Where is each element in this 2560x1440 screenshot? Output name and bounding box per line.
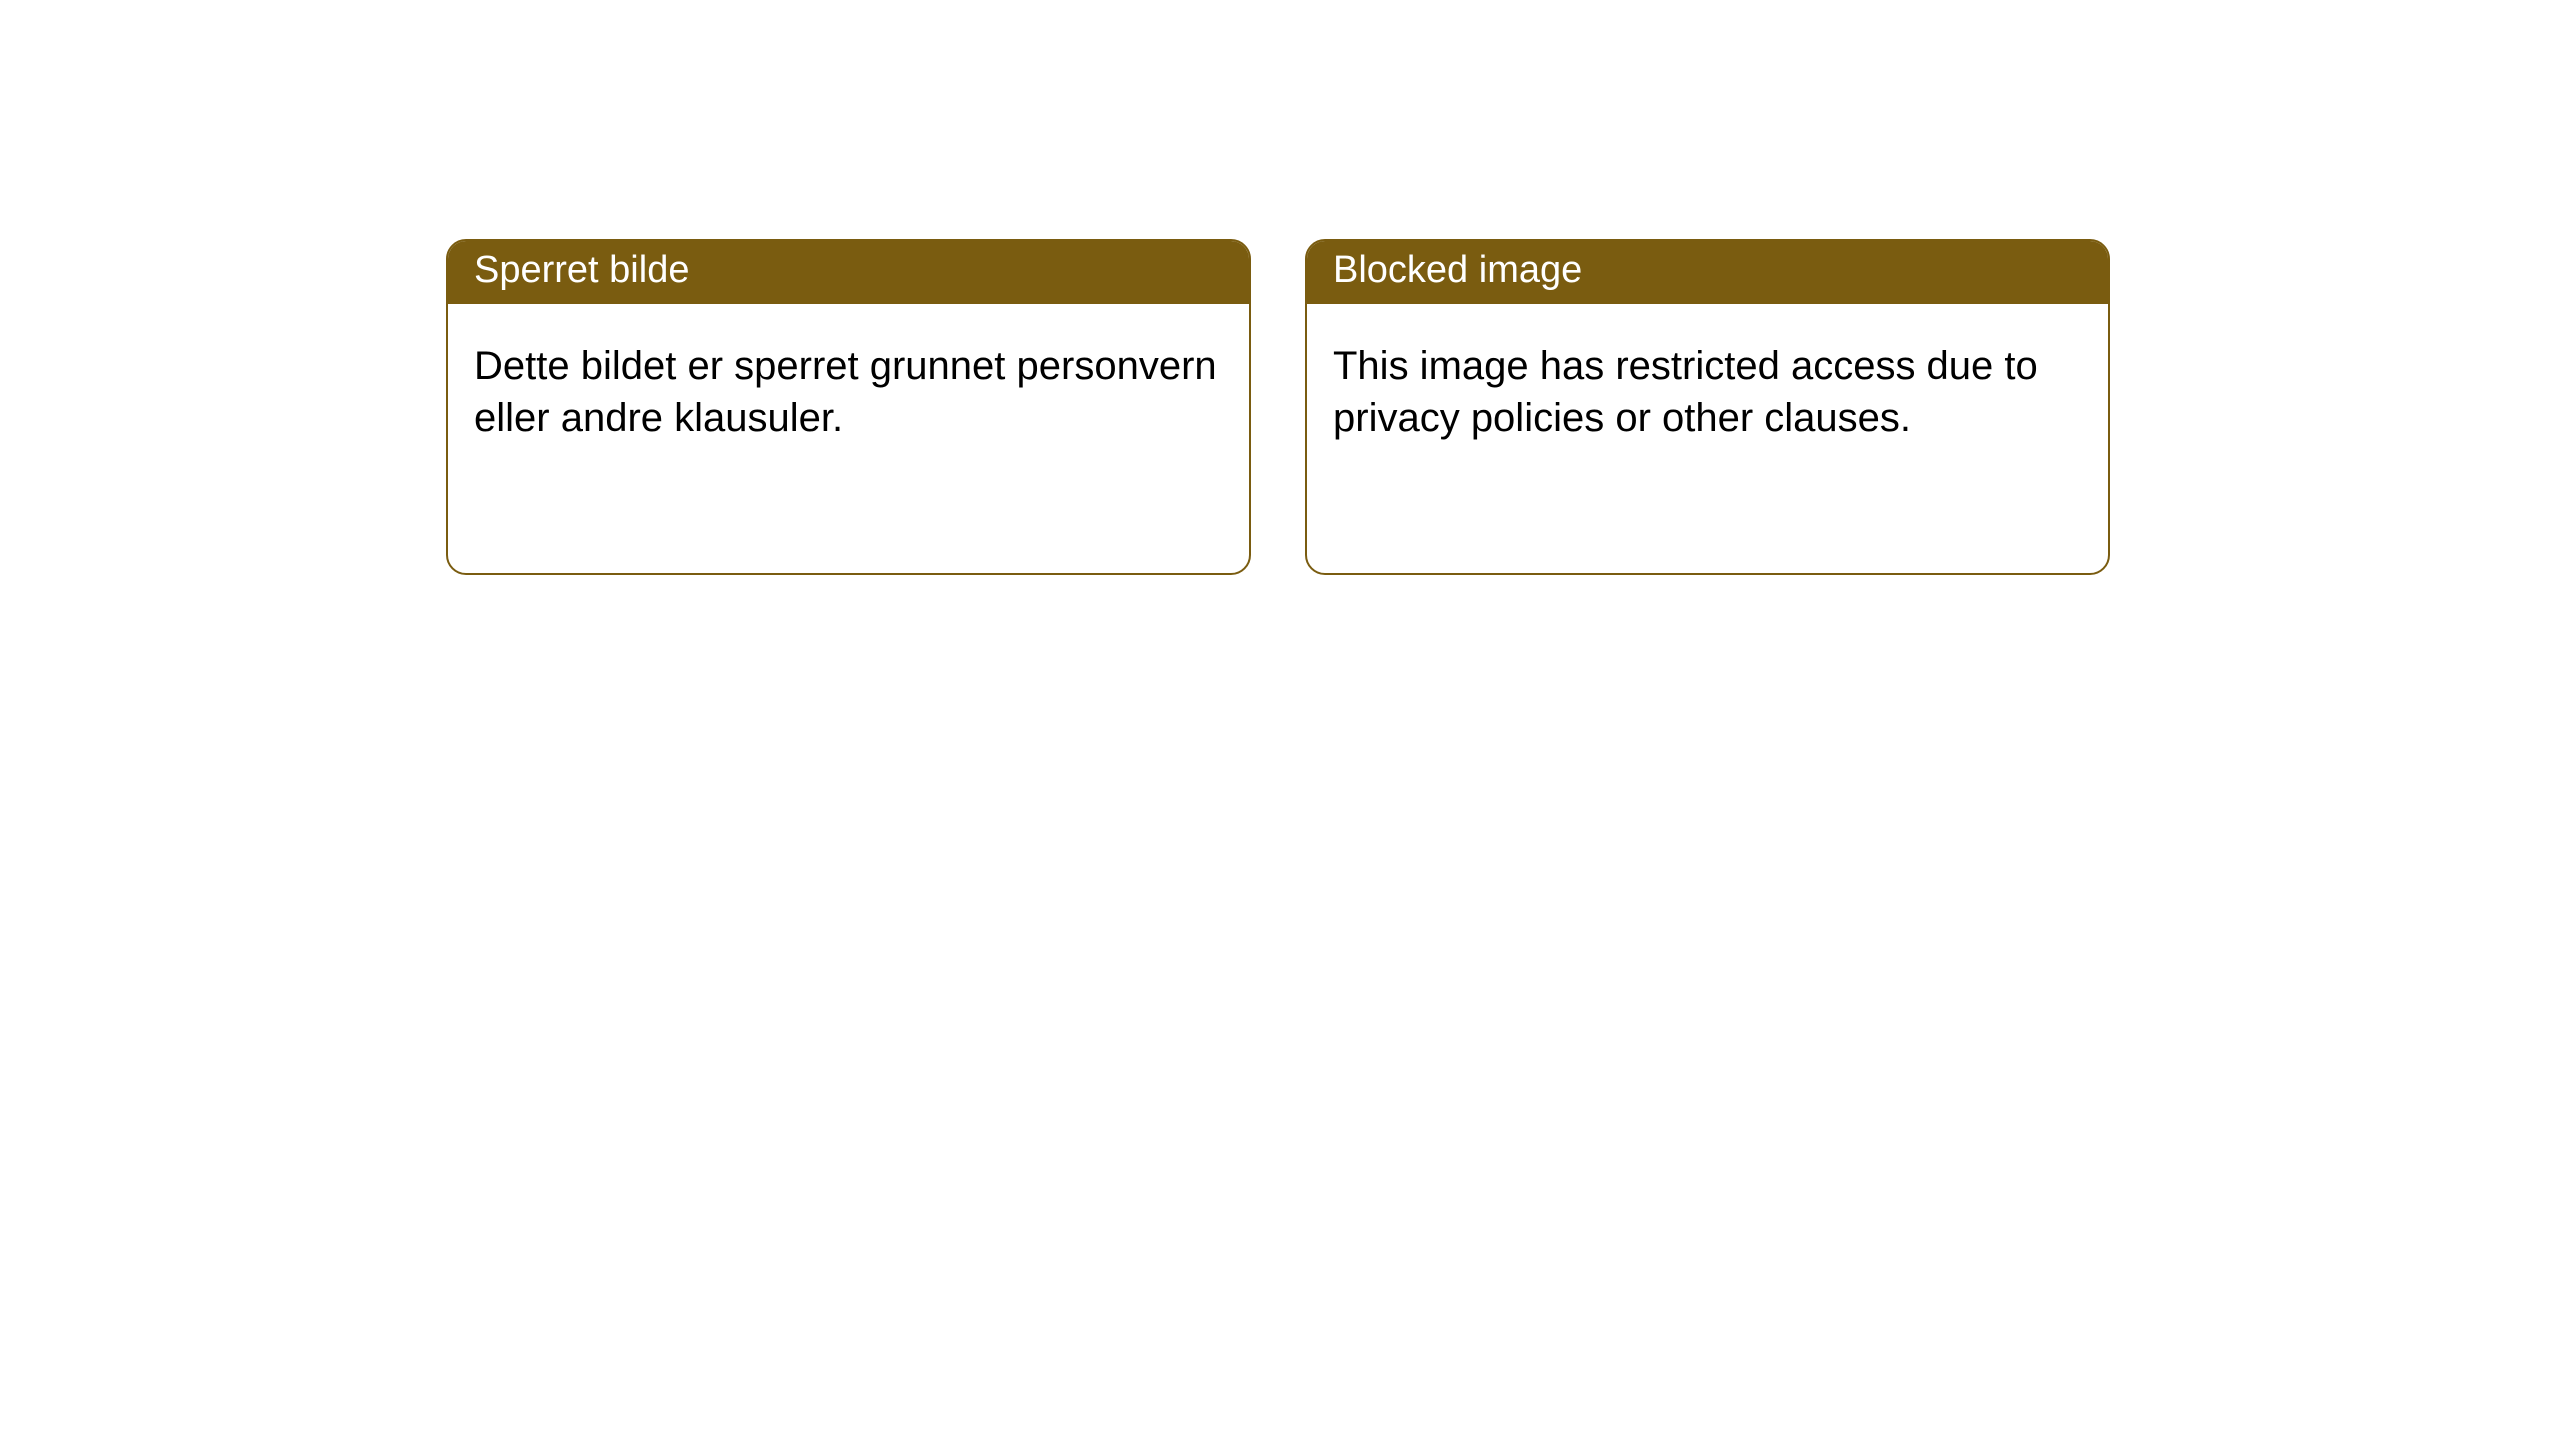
card-body-en: This image has restricted access due to … — [1307, 304, 2108, 470]
blocked-image-card-en: Blocked image This image has restricted … — [1305, 239, 2110, 575]
card-header-no: Sperret bilde — [448, 241, 1249, 304]
card-header-en: Blocked image — [1307, 241, 2108, 304]
blocked-image-card-no: Sperret bilde Dette bildet er sperret gr… — [446, 239, 1251, 575]
notice-cards-container: Sperret bilde Dette bildet er sperret gr… — [0, 0, 2560, 575]
card-body-no: Dette bildet er sperret grunnet personve… — [448, 304, 1249, 470]
